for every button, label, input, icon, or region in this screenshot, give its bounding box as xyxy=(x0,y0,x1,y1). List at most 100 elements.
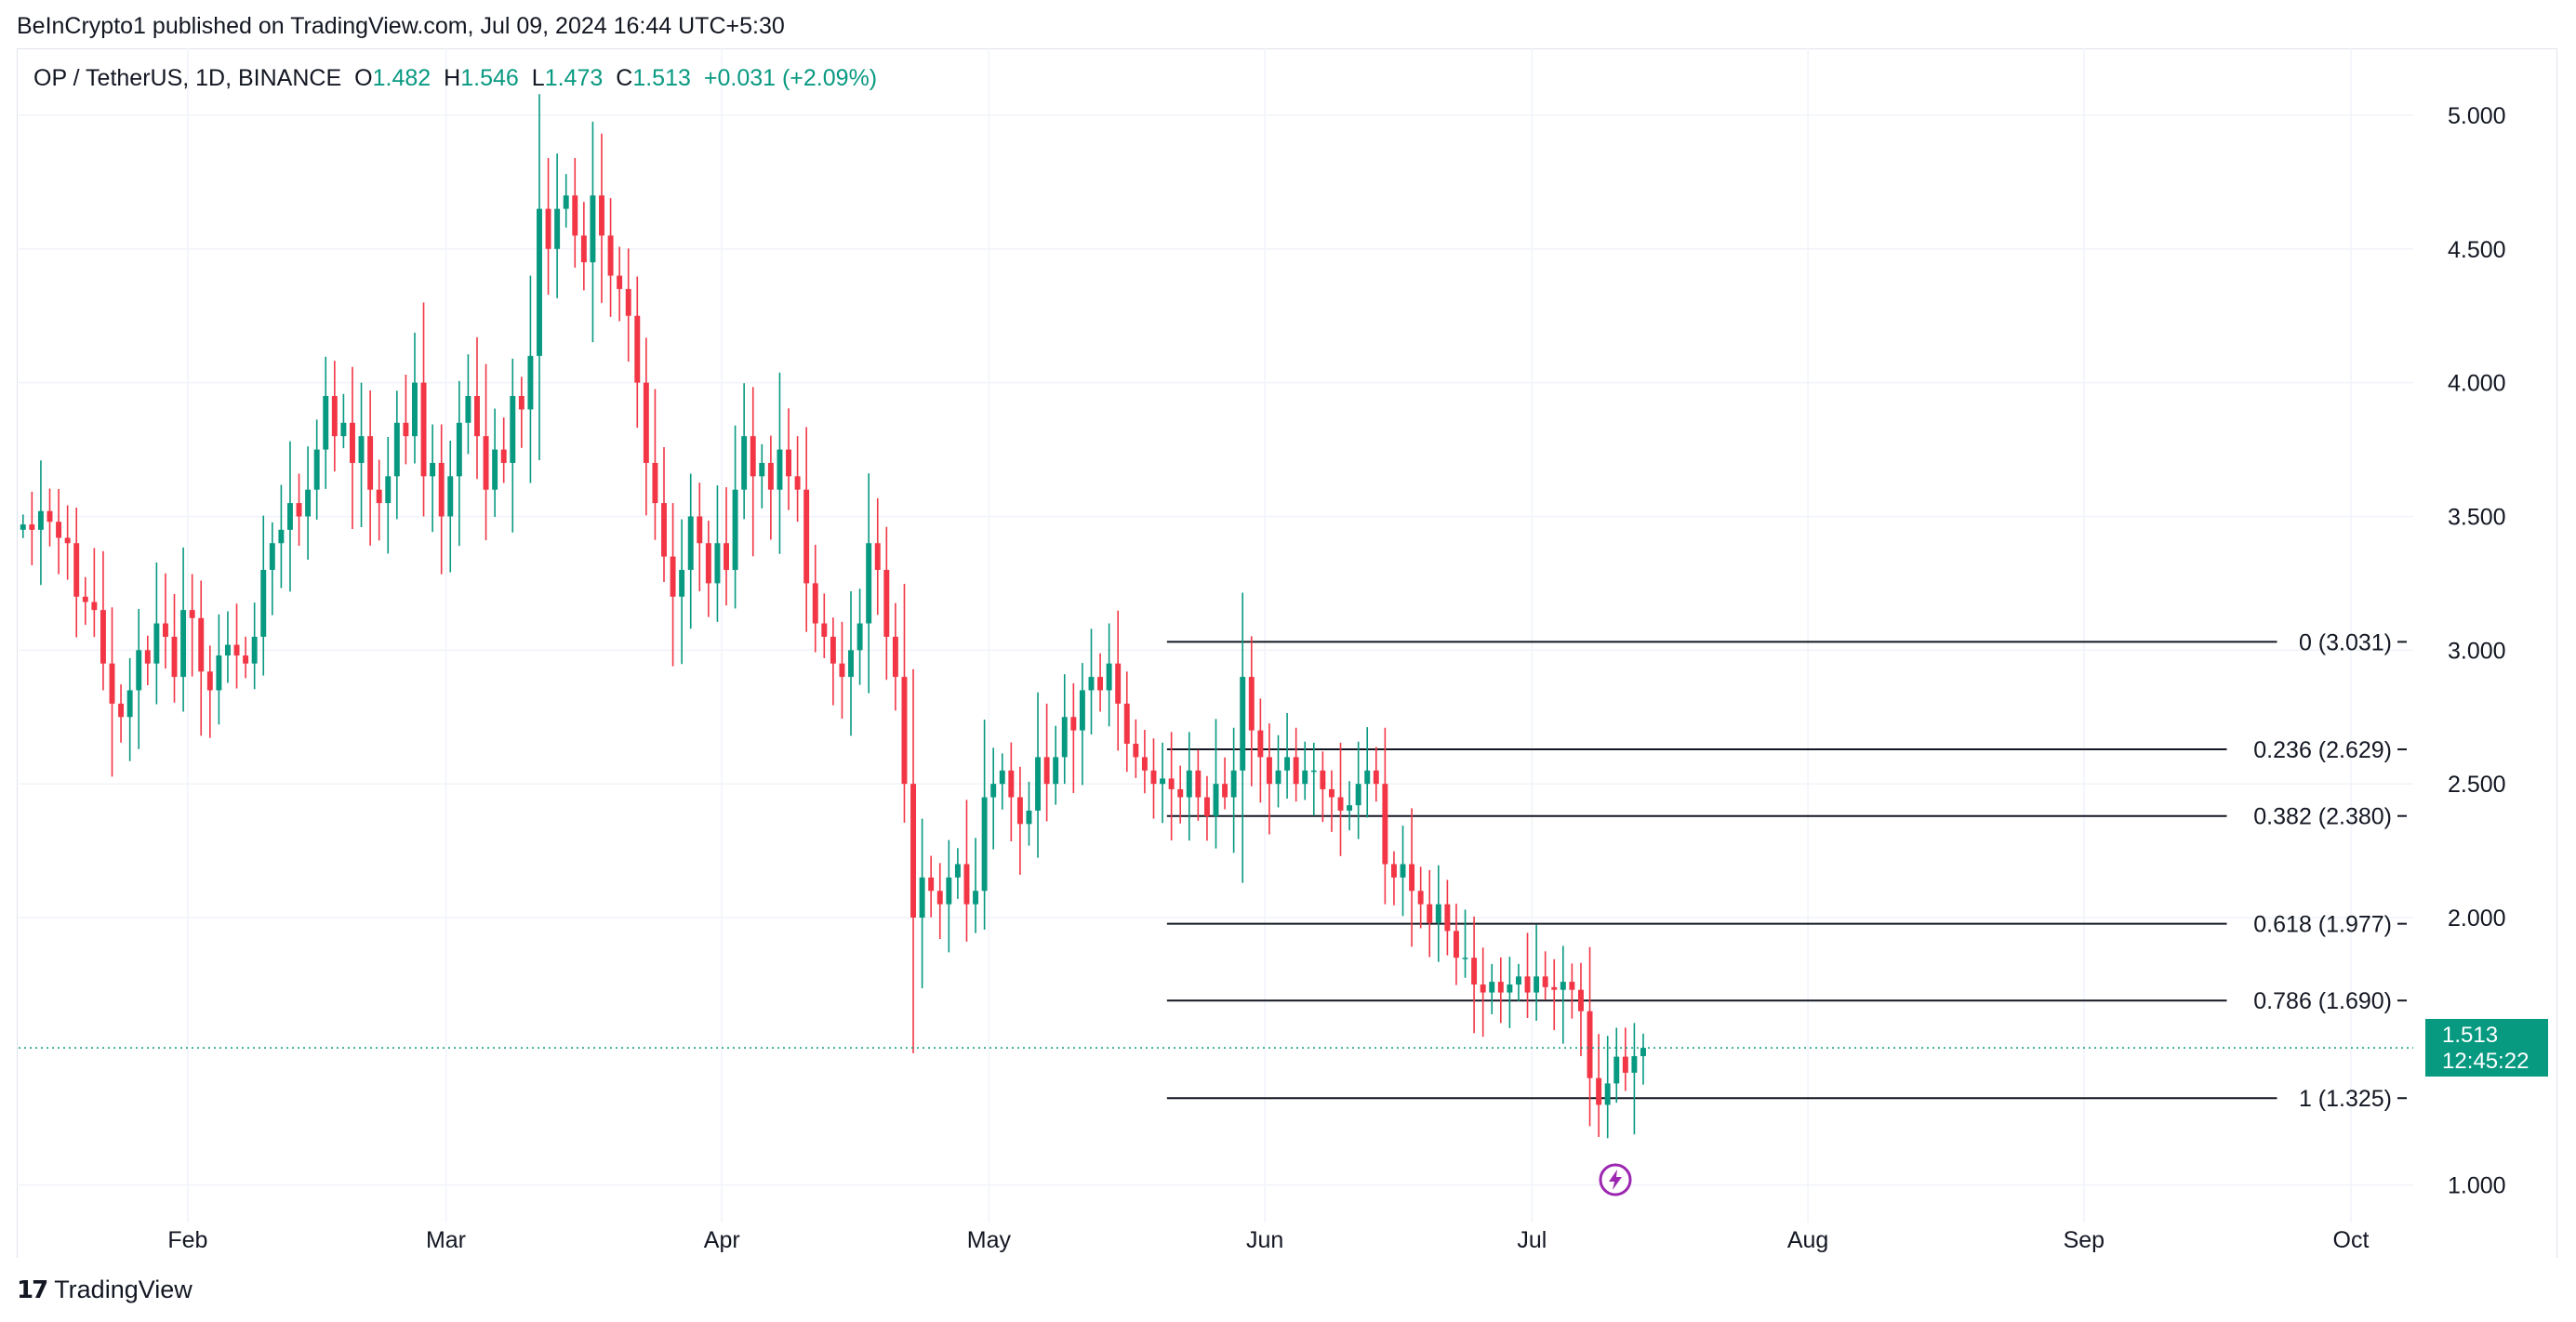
candle xyxy=(537,94,542,461)
candle-body xyxy=(367,436,374,490)
candle-body xyxy=(350,422,355,463)
candle xyxy=(1016,766,1023,875)
candle-body xyxy=(794,476,801,490)
candle xyxy=(376,459,382,541)
candle-body xyxy=(430,462,436,477)
candle-body xyxy=(1409,864,1415,892)
candle xyxy=(465,354,471,455)
candle xyxy=(447,441,454,573)
candle xyxy=(153,562,160,705)
candle xyxy=(1400,826,1406,917)
candle xyxy=(1106,623,1112,727)
candle xyxy=(1462,909,1468,978)
candle xyxy=(1053,725,1059,805)
candle-body xyxy=(340,422,347,437)
y-tick-label: 2.500 xyxy=(2448,772,2506,798)
candle xyxy=(794,436,801,522)
candle-body xyxy=(1222,784,1228,798)
candle xyxy=(1355,741,1361,839)
candle xyxy=(296,473,302,547)
x-tick-label: Apr xyxy=(704,1227,740,1253)
candle-body xyxy=(1284,757,1291,771)
candle-body xyxy=(1070,717,1077,731)
open-label: O xyxy=(354,65,373,91)
candle-body xyxy=(652,462,658,504)
candle-body xyxy=(286,503,293,530)
candle xyxy=(1364,727,1371,818)
candle xyxy=(233,603,240,689)
candle xyxy=(1088,628,1095,734)
fib-level: 0 (3.031) xyxy=(1166,629,2407,655)
candle-body xyxy=(732,489,738,571)
candle-body xyxy=(1008,770,1015,798)
candle xyxy=(1008,742,1015,842)
candle-body xyxy=(563,195,569,209)
candle xyxy=(1240,592,1246,883)
fibonacci-retracement: 0 (3.031) 0.236 (2.629) 0.382 (2.380) 0.618… xyxy=(1166,629,2407,1112)
candle xyxy=(1203,775,1210,841)
y-tick-label: 2.000 xyxy=(2448,906,2506,932)
candle-body xyxy=(483,436,489,490)
candle xyxy=(617,246,623,322)
candle xyxy=(919,818,925,988)
candle xyxy=(1631,1023,1638,1135)
candle-body xyxy=(679,570,685,597)
candle-body xyxy=(883,570,890,637)
candle-body xyxy=(56,522,62,538)
candle-body xyxy=(1373,770,1379,785)
candle-body xyxy=(687,516,694,571)
candle xyxy=(848,591,854,736)
candle xyxy=(1302,741,1308,800)
candle-body xyxy=(777,449,783,490)
candle-body xyxy=(1320,770,1326,789)
candle-body xyxy=(901,677,908,785)
open-value: 1.482 xyxy=(372,65,432,91)
candle-body xyxy=(643,382,649,463)
candle xyxy=(1248,636,1255,787)
candle xyxy=(180,547,187,712)
fib-level-label: 0.618 (1.977) xyxy=(2253,912,2392,938)
candle-body xyxy=(928,877,935,892)
candle-body xyxy=(1364,770,1371,785)
candle xyxy=(64,505,71,580)
publisher-line: BeInCrypto1 published on TradingView.com… xyxy=(17,13,785,39)
candle-body xyxy=(1347,805,1353,811)
candle-body xyxy=(572,195,578,236)
candle-body xyxy=(1168,778,1175,789)
candle-body xyxy=(233,644,240,656)
candle-body xyxy=(510,396,516,463)
y-tick-label: 5.000 xyxy=(2448,103,2506,129)
candle-body xyxy=(91,602,98,611)
candle xyxy=(1079,663,1085,786)
candle-body xyxy=(848,650,854,678)
candle xyxy=(1427,869,1433,958)
candle-body xyxy=(580,235,587,263)
candle xyxy=(1382,727,1388,905)
candle-body xyxy=(990,784,997,798)
candle-body xyxy=(892,636,898,678)
candle-body xyxy=(465,396,471,423)
candle-body xyxy=(1515,976,1521,985)
last-price: 1.513 xyxy=(2442,1023,2499,1048)
lightning-icon[interactable] xyxy=(1598,1162,1633,1197)
last-price-badge: 1.513 12:45:22 xyxy=(2425,1019,2548,1077)
candle xyxy=(358,382,365,527)
candle-body xyxy=(1524,976,1531,993)
candle xyxy=(1604,1036,1611,1139)
tradingview-branding[interactable]: 17 TradingView xyxy=(17,1276,193,1304)
candle-body xyxy=(1604,1083,1611,1105)
fib-level-label: 0.382 (2.380) xyxy=(2253,804,2392,830)
candle xyxy=(724,487,729,606)
candle-body xyxy=(251,636,258,664)
candle-body xyxy=(313,449,320,490)
candle xyxy=(1524,932,1531,1018)
candle-body xyxy=(1097,677,1104,691)
candle xyxy=(580,202,587,291)
candle xyxy=(216,614,222,725)
candle xyxy=(510,358,516,533)
candle xyxy=(1542,951,1548,1000)
candle-body xyxy=(1053,757,1059,785)
chart-frame xyxy=(17,48,2557,1258)
candle xyxy=(687,473,694,629)
